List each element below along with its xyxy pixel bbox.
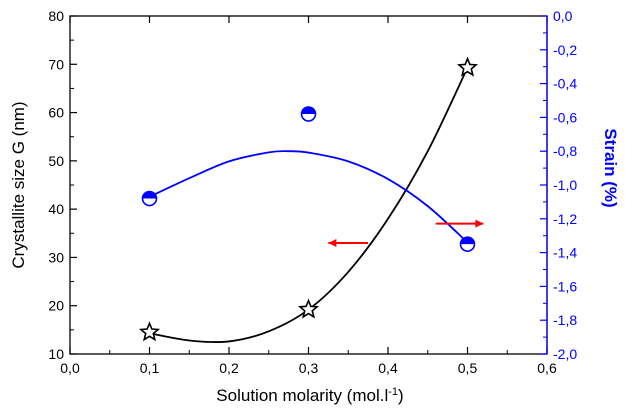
y-right-tick-label: -1,8: [553, 312, 577, 328]
y-right-tick-label: -1,2: [553, 211, 577, 227]
y-right-tick-label: -1,6: [553, 278, 577, 294]
left-y-axis-title: Crystallite size G (nm): [9, 101, 28, 268]
x-tick-label: 0,3: [299, 360, 319, 376]
y-left-tick-label: 50: [48, 153, 64, 169]
y-right-tick-label: -0,4: [553, 76, 577, 92]
right-y-axis-title: Strain (%): [601, 128, 620, 207]
x-tick-label: 0,2: [219, 360, 239, 376]
x-tick-label: 0,0: [60, 360, 80, 376]
x-axis-ticks: 0,0 0,1 0,2 0,3 0,4 0,5 0,6: [60, 16, 557, 376]
star-marker: [138, 321, 161, 342]
y-left-tick-label: 80: [48, 8, 64, 24]
left-y-axis-ticks: 10 20 30 40 50 60 70 80: [48, 8, 77, 362]
annotation-arrows: [328, 219, 484, 247]
y-left-tick-label: 60: [48, 105, 64, 121]
half-filled-circle-marker: [300, 106, 317, 122]
x-tick-label: 0,1: [140, 360, 160, 376]
x-tick-label: 0,6: [537, 360, 557, 376]
y-right-tick-label: -2,0: [553, 346, 577, 362]
y-left-tick-label: 20: [48, 298, 64, 314]
half-filled-circle-marker: [459, 236, 476, 252]
y-left-tick-label: 70: [48, 56, 64, 72]
y-right-tick-label: -1,4: [553, 245, 577, 261]
arrow-head-right: [475, 219, 484, 228]
x-tick-label: 0,5: [458, 360, 478, 376]
y-right-tick-label: -0,6: [553, 109, 577, 125]
half-filled-circle-marker: [141, 190, 158, 207]
y-right-tick-label: -0,8: [553, 143, 577, 159]
y-right-tick-label: 0,0: [553, 8, 573, 24]
y-left-tick-label: 10: [48, 346, 64, 362]
right-y-axis-ticks: 0,0 -0,2 -0,4 -0,6 -0,8 -1,0 -1,2 -1,4 -1,6 -1,8 -…: [540, 8, 577, 362]
data-markers: [138, 56, 479, 342]
x-axis-title: Solution molarity (mol.l-1): [216, 386, 403, 405]
arrow-head-left: [328, 238, 337, 247]
star-marker: [456, 56, 479, 77]
y-left-tick-label: 40: [48, 201, 64, 217]
star-marker: [297, 298, 320, 319]
y-right-tick-label: -1,0: [553, 177, 577, 193]
y-left-tick-label: 30: [48, 249, 64, 265]
y-right-tick-label: -0,2: [553, 42, 577, 58]
x-tick-label: 0,4: [378, 360, 398, 376]
fit-curve-right: [149, 150, 469, 244]
